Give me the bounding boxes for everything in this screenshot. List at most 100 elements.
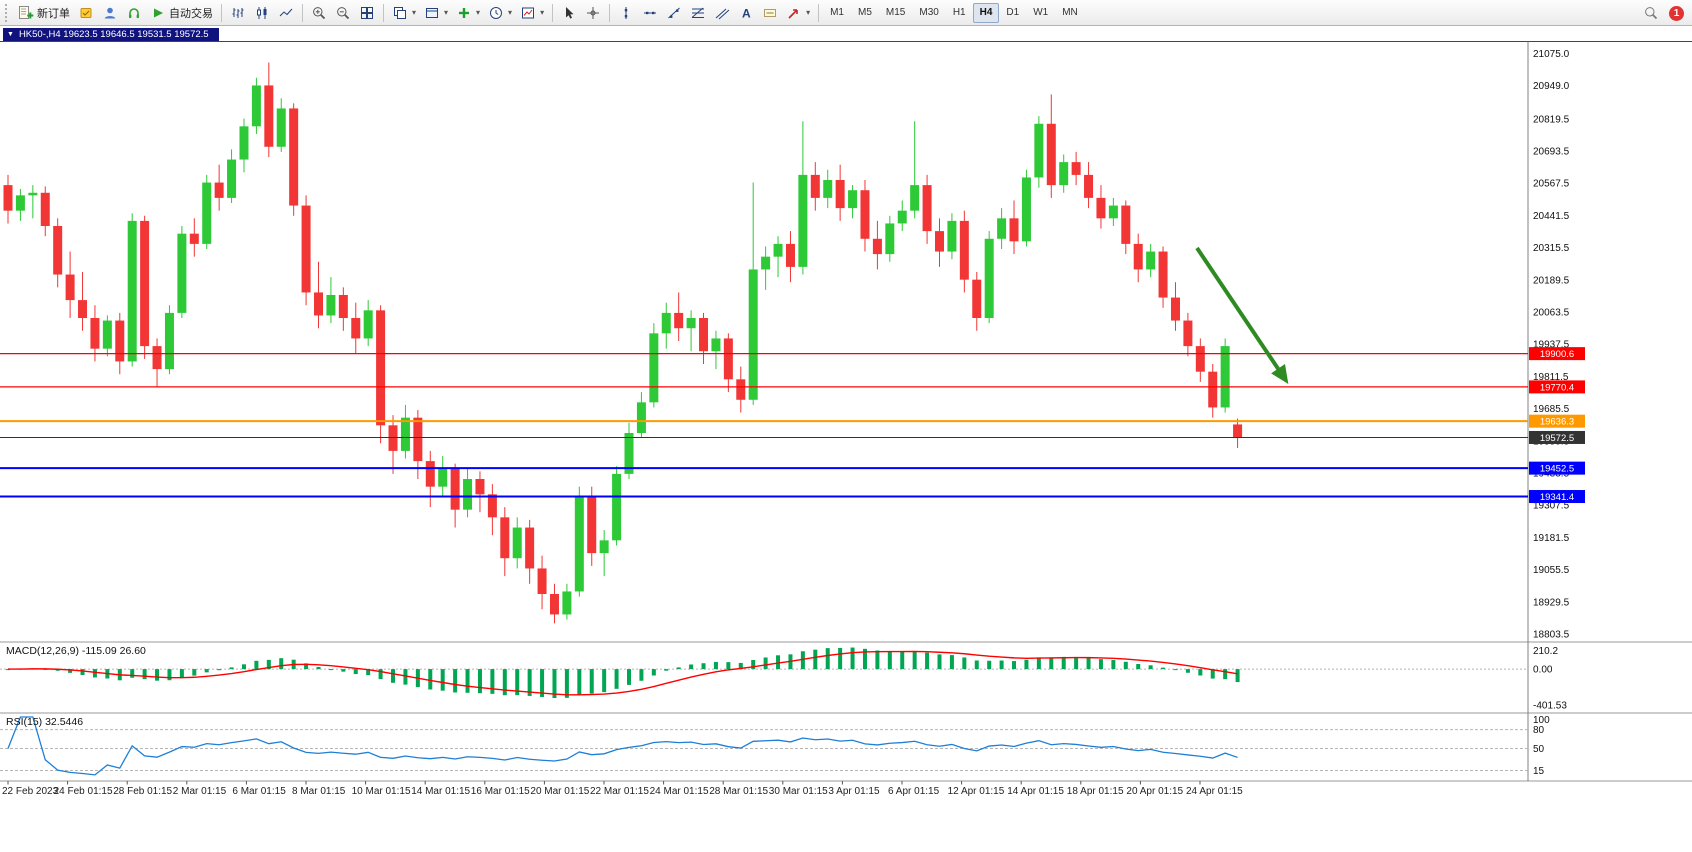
candle-body bbox=[351, 318, 361, 339]
time-axis-label: 6 Mar 01:15 bbox=[232, 786, 286, 797]
candle-body bbox=[463, 479, 473, 510]
toolbar-grip[interactable] bbox=[5, 3, 10, 22]
new-chart-button[interactable]: ▾ bbox=[388, 2, 420, 24]
timeframe-button-m1[interactable]: M1 bbox=[823, 3, 851, 23]
candle-body bbox=[65, 274, 75, 301]
arrows-tool-button[interactable]: ▾ bbox=[782, 2, 814, 24]
profiles-icon bbox=[426, 7, 439, 18]
macd-indicator-label: MACD(12,26,9) -115.09 26.60 bbox=[6, 645, 146, 657]
price-tag-label: 19900.6 bbox=[1540, 349, 1574, 360]
trendline-tool-button[interactable] bbox=[662, 2, 686, 24]
text-icon: A bbox=[742, 6, 751, 20]
templates-button[interactable]: ▾ bbox=[516, 2, 548, 24]
channel-icon bbox=[715, 8, 730, 19]
candle-body bbox=[40, 192, 50, 226]
crosshair-icon bbox=[587, 6, 600, 19]
price-axis-tick: 20819.5 bbox=[1533, 114, 1570, 125]
crosshair-tool-button[interactable] bbox=[581, 2, 605, 24]
candle-body bbox=[1195, 346, 1205, 372]
community-button[interactable] bbox=[98, 2, 122, 24]
fibonacci-tool-button[interactable] bbox=[686, 2, 710, 24]
time-axis-label: 24 Apr 01:15 bbox=[1186, 786, 1243, 797]
candle-body bbox=[425, 461, 435, 487]
timeframe-button-h4[interactable]: H4 bbox=[972, 2, 1000, 23]
auto-trading-label: 自动交易 bbox=[169, 7, 213, 20]
toolbar-separator bbox=[552, 3, 554, 22]
timeframe-button-mn[interactable]: MN bbox=[1055, 3, 1085, 23]
trend-arrow[interactable] bbox=[1195, 246, 1289, 384]
candle-body bbox=[761, 256, 771, 270]
candle-body bbox=[848, 190, 858, 209]
candle-body bbox=[376, 310, 386, 426]
rsi-axis-tick: 80 bbox=[1533, 725, 1545, 736]
tile-windows-button[interactable] bbox=[355, 2, 379, 24]
new-order-button[interactable]: 新订单 bbox=[14, 2, 74, 24]
time-axis-label: 22 Mar 01:15 bbox=[590, 786, 649, 797]
time-axis-label: 24 Feb 01:15 bbox=[54, 786, 113, 797]
candle-body bbox=[587, 496, 597, 554]
bar-chart-mode-button[interactable] bbox=[226, 2, 250, 24]
search-icon[interactable] bbox=[1643, 5, 1659, 21]
dropdown-arrow-icon: ▾ bbox=[508, 8, 513, 17]
candle-body bbox=[189, 233, 199, 244]
new-order-icon bbox=[19, 5, 34, 19]
chart-window-title[interactable]: ▼ HK50-,H4 19623.5 19646.5 19531.5 19572… bbox=[3, 28, 219, 41]
price-axis-tick: 19937.5 bbox=[1533, 340, 1570, 351]
dropdown-arrow-icon: ▾ bbox=[540, 8, 545, 17]
candle-body bbox=[438, 468, 448, 487]
template-chart-icon bbox=[522, 7, 535, 18]
candle-body bbox=[1133, 243, 1143, 270]
timeframe-button-m30[interactable]: M30 bbox=[912, 3, 945, 23]
candle-body bbox=[388, 425, 398, 451]
vertical-line-icon bbox=[624, 6, 628, 19]
macd-axis-tick: 0.00 bbox=[1533, 665, 1553, 676]
periods-button[interactable]: ▾ bbox=[484, 2, 516, 24]
cursor-tool-button[interactable] bbox=[557, 2, 581, 24]
cursor-arrow-icon bbox=[566, 6, 574, 19]
timeframe-button-m5[interactable]: M5 bbox=[851, 3, 879, 23]
line-chart-mode-button[interactable] bbox=[274, 2, 298, 24]
candle-body bbox=[549, 594, 559, 615]
horizontal-line-tool-button[interactable] bbox=[638, 2, 662, 24]
cascade-windows-icon bbox=[394, 6, 406, 19]
vertical-line-tool-button[interactable] bbox=[614, 2, 638, 24]
candle-body bbox=[922, 185, 932, 232]
timeframe-button-h1[interactable]: H1 bbox=[946, 3, 973, 23]
candle-body bbox=[897, 210, 907, 224]
candle-body bbox=[823, 180, 833, 198]
macd-histogram bbox=[6, 647, 1240, 698]
channel-tool-button[interactable] bbox=[710, 2, 734, 24]
price-axis-tick: 20441.5 bbox=[1533, 211, 1570, 222]
indicators-button[interactable]: ▾ bbox=[452, 2, 484, 24]
candle-body bbox=[636, 402, 646, 433]
price-tag bbox=[1529, 380, 1585, 394]
candle-body bbox=[649, 333, 659, 403]
price-axis-tick: 20063.5 bbox=[1533, 307, 1570, 318]
rsi-line bbox=[7, 716, 1238, 776]
dropdown-arrow-icon: ▾ bbox=[412, 8, 417, 17]
candle-body bbox=[314, 292, 323, 316]
timeframe-button-w1[interactable]: W1 bbox=[1026, 3, 1055, 23]
candle-body bbox=[674, 312, 684, 329]
profiles-button[interactable]: ▾ bbox=[420, 2, 452, 24]
zoom-in-button[interactable] bbox=[307, 2, 331, 24]
candlestick-icon bbox=[257, 6, 267, 19]
candle-body bbox=[500, 517, 510, 559]
svg-text:A: A bbox=[742, 6, 751, 20]
candle-body bbox=[748, 269, 758, 400]
auto-trading-button[interactable]: 自动交易 bbox=[146, 2, 217, 24]
sounds-button[interactable] bbox=[122, 2, 146, 24]
market-button[interactable] bbox=[74, 2, 98, 24]
text-tool-button[interactable]: A bbox=[734, 2, 758, 24]
zoom-out-button[interactable] bbox=[331, 2, 355, 24]
timeframe-button-m15[interactable]: M15 bbox=[879, 3, 912, 23]
candlestick-mode-button[interactable] bbox=[250, 2, 274, 24]
notification-badge[interactable]: 1 bbox=[1669, 5, 1684, 21]
candle-body bbox=[711, 338, 721, 352]
candle-body bbox=[984, 238, 994, 318]
label-tool-button[interactable] bbox=[758, 2, 782, 24]
timeframe-button-d1[interactable]: D1 bbox=[999, 3, 1026, 23]
horizontal-line-icon bbox=[644, 11, 657, 14]
